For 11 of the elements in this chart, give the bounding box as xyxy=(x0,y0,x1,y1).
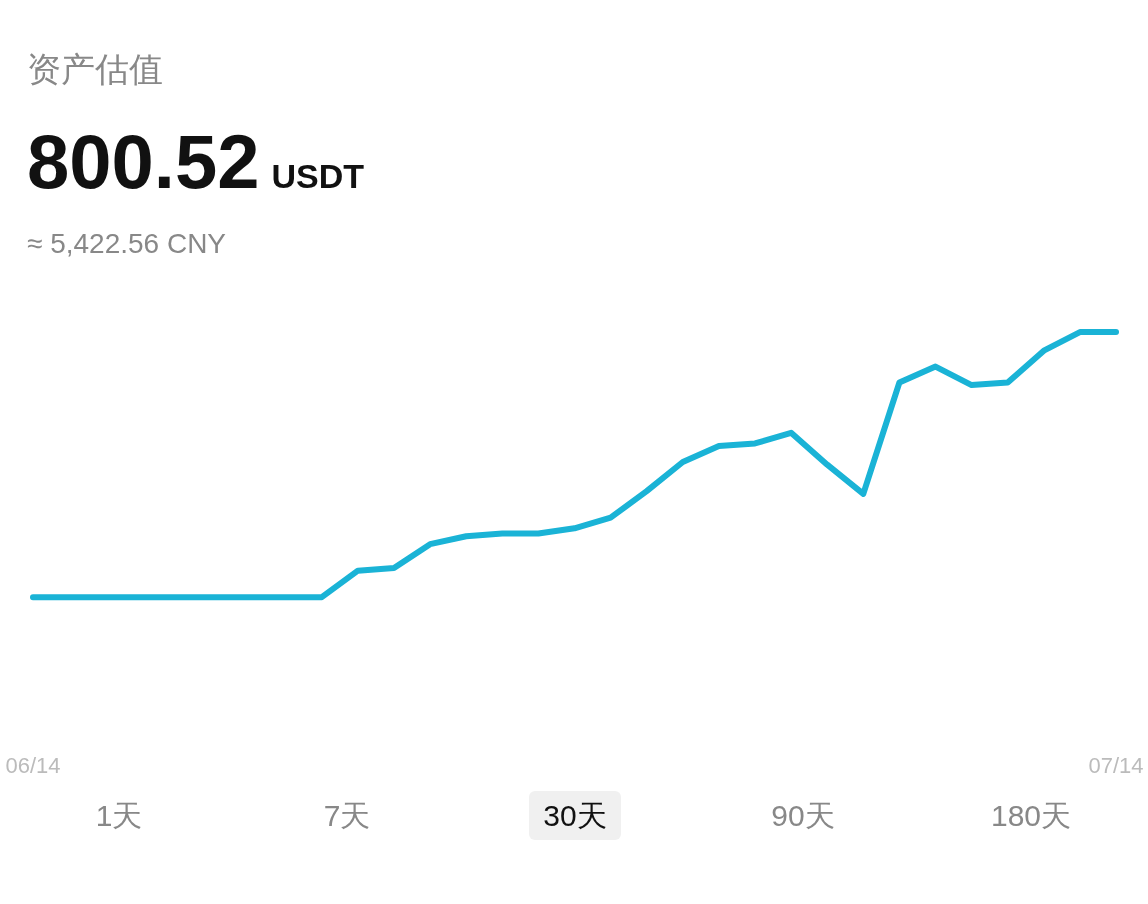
text: 7天 xyxy=(323,799,371,832)
text: ≈ 5,422.56 CNY xyxy=(27,227,228,262)
text: 1天 xyxy=(95,799,143,832)
text: USDT xyxy=(271,156,365,195)
x-tick-label: 06/14 xyxy=(5,752,61,778)
chart-title: 资产估值 xyxy=(27,49,164,90)
chart-subtitle: 800.52 xyxy=(27,118,260,204)
text: 90天 xyxy=(771,799,835,832)
text: 180天 xyxy=(990,799,1072,832)
text: 30天 xyxy=(529,791,621,840)
x-tick-label: 07/14 xyxy=(1088,752,1144,778)
